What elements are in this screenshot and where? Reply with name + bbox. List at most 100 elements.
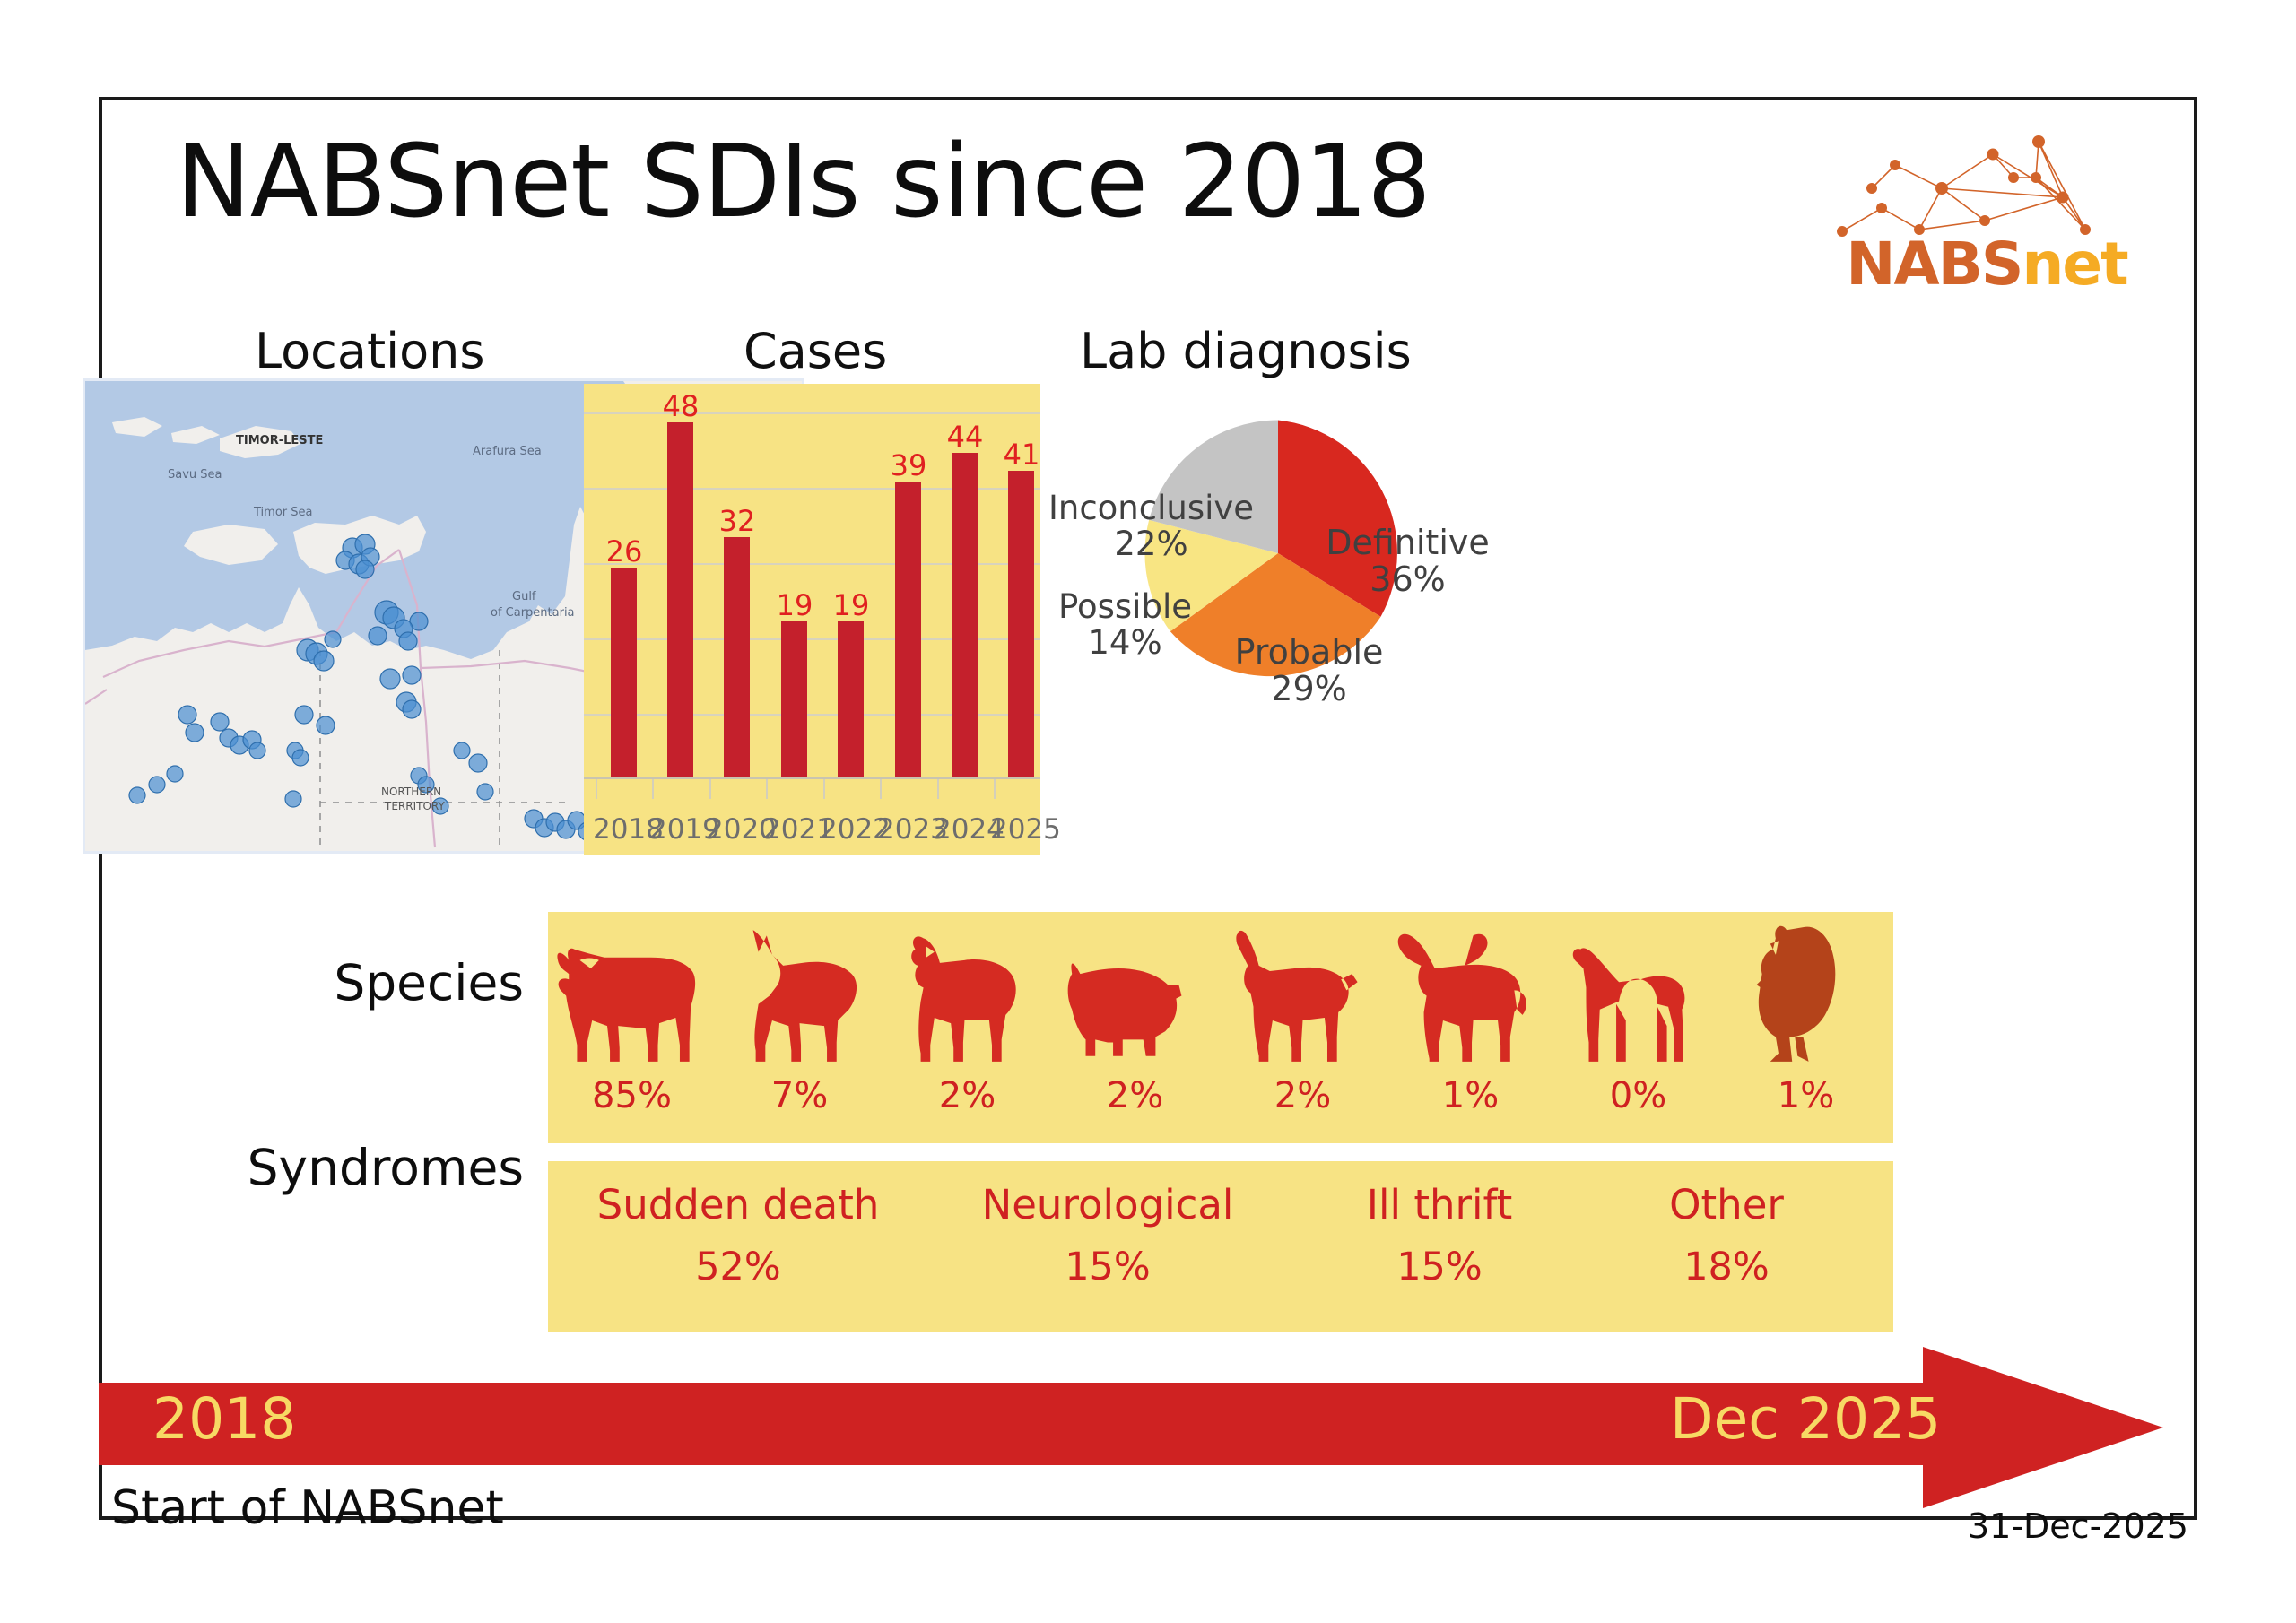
locations-heading: Locations [255,323,485,379]
syndrome-name-other: Other [1669,1181,1784,1228]
bar-value-2023: 39 [890,448,927,482]
bar-category-2019: 2019 [649,813,720,846]
timeline: 2018 Dec 2025 Start of NABSnet 31-Dec-20… [99,1347,2201,1546]
species-cell-chicken: 1% [1722,912,1890,1143]
species-percent-camel: 0% [1609,1075,1667,1116]
buffalo-icon [1397,933,1526,1062]
pie-label-possible: Possible 14% [1033,589,1217,661]
syndrome-name-neurological: Neurological [981,1181,1234,1228]
chicken-icon [1756,925,1836,1062]
bar-category-2023: 2023 [877,813,948,846]
species-percent-cattle: 85% [592,1075,672,1116]
species-percent-pig: 2% [1106,1075,1164,1116]
pig-icon [1067,963,1182,1056]
cases-heading: Cases [744,323,888,379]
bar-category-2024: 2024 [934,813,1004,846]
syndrome-percent-sudden-death: 52% [695,1245,781,1289]
lab-diagnosis-heading: Lab diagnosis [1080,323,1412,379]
lab-diagnosis-pie-chart: Inconclusive 22% Possible 14% Definitive… [1048,383,1509,858]
pie-label-definitive: Definitive 36% [1311,524,1504,600]
logo-text-nabs: NABS [1846,230,2023,299]
pie-label-inconclusive-name: Inconclusive [1048,489,1255,527]
syndrome-cell-sudden-death: Sudden death 52% [548,1161,928,1332]
pie-label-possible-value: 14% [1088,622,1162,662]
bar-2018 [611,568,637,777]
bar-2024 [952,453,978,777]
species-percent-buffalo: 1% [1441,1075,1500,1116]
pie-slice-probable [1170,553,1381,677]
timeline-arrow-head-icon [1923,1347,2163,1508]
bar-2019 [667,422,693,777]
species-percent-goat: 2% [1274,1075,1332,1116]
timeline-start-year: 2018 [152,1386,297,1452]
pie-label-probable-name: Probable [1234,632,1384,672]
page-title: NABSnet SDIs since 2018 [176,124,1431,240]
map-label-timor-sea: Timor Sea [253,506,312,519]
logo-text-net: net [2022,230,2128,299]
bar-category-2021: 2021 [763,813,834,846]
bar-value-2024: 44 [946,420,984,454]
syndromes-band: Sudden death 52% Neurological 15% Ill th… [548,1161,1893,1332]
species-cell-sheep: 2% [883,912,1051,1143]
pie-label-possible-name: Possible [1058,587,1192,626]
horse-icon [752,930,857,1062]
infographic-slide: NABSnet SDIs since 2018 NABSnet Location… [83,97,2197,1546]
bar-value-2018: 26 [605,534,643,568]
species-cell-pig: 2% [1051,912,1219,1143]
cases-bar-chart: 26 48 32 19 19 39 44 41 2018 2019 2020 2… [584,384,1061,855]
syndrome-percent-ill-thrift: 15% [1396,1245,1483,1289]
map-label-of-carpentaria: of Carpentaria [491,606,575,620]
goat-icon [1236,930,1358,1062]
map-label-territory: TERRITORY [384,800,445,812]
species-cell-goat: 2% [1219,912,1387,1143]
timeline-start-note: Start of NABSnet [111,1481,504,1535]
species-cell-cattle: 85% [548,912,716,1143]
species-percent-chicken: 1% [1777,1075,1835,1116]
bar-value-2022: 19 [832,588,870,622]
syndrome-cell-neurological: Neurological 15% [928,1161,1287,1332]
bar-value-2020: 32 [718,504,756,538]
timeline-report-date: 31-Dec-2025 [1967,1506,2188,1546]
sheep-icon [911,936,1016,1062]
bar-2020 [724,537,750,777]
cattle-icon [557,948,696,1062]
syndrome-name-sudden-death: Sudden death [596,1181,880,1228]
network-graphic-icon [1837,135,2091,237]
species-cell-buffalo: 1% [1387,912,1554,1143]
species-percent-sheep: 2% [938,1075,996,1116]
species-cell-horse: 7% [716,912,883,1143]
map-label-arafura-sea: Arafura Sea [473,445,542,458]
species-percent-horse: 7% [770,1075,829,1116]
pie-label-probable-value: 29% [1271,669,1347,709]
bar-value-2019: 48 [662,389,700,423]
map-label-timor-leste: TIMOR-LESTE [236,434,323,447]
pie-slice-possible [1144,519,1278,632]
syndrome-cell-ill-thrift: Ill thrift 15% [1287,1161,1592,1332]
bar-value-2025: 41 [1003,438,1040,472]
syndrome-name-ill-thrift: Ill thrift [1366,1181,1513,1228]
bar-2021 [781,621,807,777]
species-cell-camel: 0% [1554,912,1722,1143]
map-label-savu-sea: Savu Sea [168,468,222,482]
timeline-end-label: Dec 2025 [1670,1386,1942,1452]
pie-label-probable: Probable 29% [1213,632,1405,709]
timeline-bar [99,1383,1987,1465]
pie-svg [1144,420,1397,677]
syndrome-cell-other: Other 18% [1592,1161,1861,1332]
pie-label-definitive-value: 36% [1370,560,1446,600]
pie-slice-inconclusive [1149,420,1278,553]
bar-category-2022: 2022 [820,813,891,846]
bar-2022 [838,621,864,777]
map-label-northern: NORTHERN [381,785,441,798]
pie-label-inconclusive: Inconclusive 22% [1046,490,1257,562]
logo-wordmark: NABSnet [1821,230,2152,299]
pie-slice-definitive [1278,420,1397,617]
species-band: 85% 7% 2% 2% 2% [548,912,1893,1143]
x-axis-line [584,777,1040,779]
camel-icon [1572,948,1685,1062]
map-label-gulf: Gulf [512,590,536,603]
syndrome-percent-neurological: 15% [1065,1245,1151,1289]
species-row-label: Species [334,954,524,1011]
nabsnet-logo: NABSnet [1821,122,2152,301]
bar-2023 [895,482,921,777]
